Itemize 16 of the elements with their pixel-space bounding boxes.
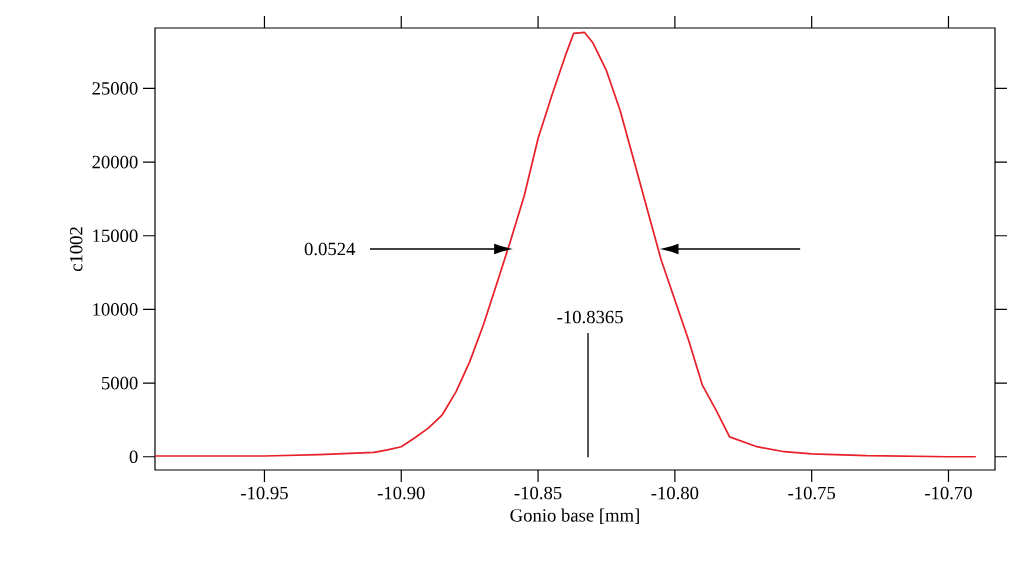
x-tick-label: -10.70 [925,486,972,500]
y-axis-title: c1002 [69,227,83,272]
x-tick-label: -10.90 [377,486,425,500]
x-axis-title: Gonio base [mm] [510,508,639,524]
y-tick-label: 15000 [93,229,138,243]
x-tick-label: -10.85 [514,486,562,500]
x-tick-label: -10.75 [788,486,836,500]
x-tick-label: -10.95 [241,486,288,500]
annotation: -10.8365 [557,310,623,324]
y-tick-label: 5000 [102,376,138,390]
y-tick-label: 10000 [93,303,138,316]
x-tick-label: -10.80 [651,486,699,500]
y-tick-label: 20000 [92,155,138,169]
annotation: 0.0524 [304,242,356,256]
y-tick-label: 0 [129,450,138,464]
y-tick-label: 25000 [92,82,138,95]
